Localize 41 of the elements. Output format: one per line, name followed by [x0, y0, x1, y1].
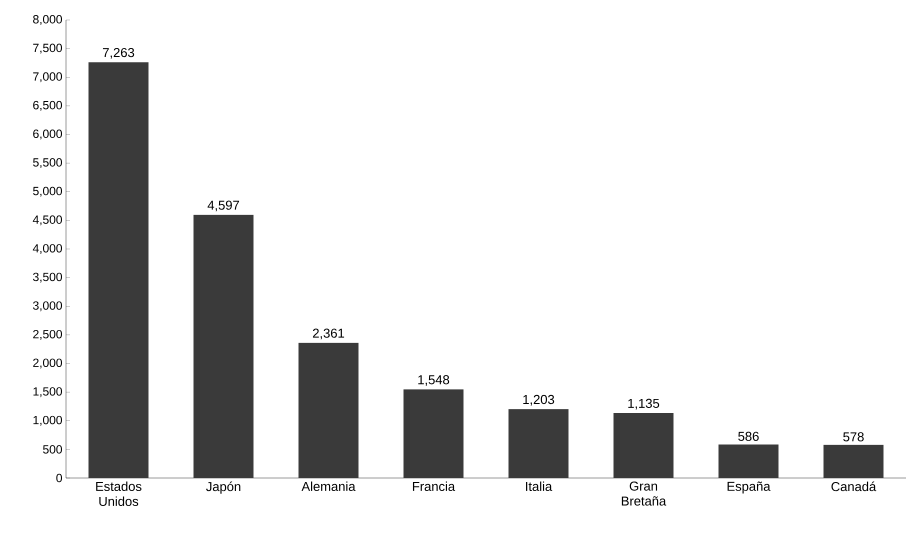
- x-tick-label: España: [728, 482, 770, 494]
- bar: [508, 409, 568, 478]
- x-tick-label: Francia: [412, 482, 456, 492]
- y-tick-label: 3,000: [33, 301, 62, 312]
- data-label: 4,597: [208, 200, 240, 212]
- y-tick-label: 6,500: [33, 100, 62, 111]
- y-tick-label: 500: [43, 445, 62, 454]
- y-tick-label: 5,000: [33, 186, 62, 197]
- x-tick-label: Canadá: [831, 482, 876, 492]
- y-tick-label: 4,500: [32, 215, 62, 226]
- y-tick-label: 2,500: [33, 330, 62, 340]
- y-tick-label: 7,500: [33, 44, 62, 54]
- bar: [298, 342, 358, 478]
- data-label: 586: [738, 432, 759, 441]
- bar: [88, 62, 148, 478]
- y-tick-label: 1,500: [33, 387, 62, 398]
- bar: [404, 389, 464, 478]
- y-tick-label: 6,000: [33, 130, 62, 140]
- data-label: 7,263: [102, 48, 134, 59]
- y-tick-label: 4,000: [32, 244, 62, 254]
- bar: [718, 444, 778, 478]
- y-tick-label: 3,500: [33, 272, 62, 283]
- data-label: 1,548: [418, 375, 450, 386]
- y-tick-label: 1,000: [33, 416, 62, 426]
- x-tick-label: Gran Bretaña: [622, 482, 666, 506]
- bar: [194, 214, 254, 478]
- x-tick-label: Italia: [526, 482, 552, 492]
- y-tick-label: 2,000: [33, 358, 62, 368]
- data-label: 2,361: [312, 328, 344, 340]
- x-tick-label: Estados Unidos: [96, 482, 142, 506]
- data-label: 1,135: [628, 398, 660, 410]
- data-label: 578: [843, 432, 864, 442]
- x-tick-label: Japón: [206, 482, 240, 494]
- x-tick-label: Alemania: [302, 482, 356, 492]
- bar: [824, 444, 884, 478]
- y-tick-label: 5,500: [33, 158, 62, 168]
- y-tick-label: 0: [56, 474, 62, 482]
- bar: [614, 413, 674, 478]
- y-tick-label: 7,000: [33, 72, 62, 82]
- y-tick-label: 8,000: [33, 15, 62, 25]
- data-label: 1,203: [523, 394, 554, 406]
